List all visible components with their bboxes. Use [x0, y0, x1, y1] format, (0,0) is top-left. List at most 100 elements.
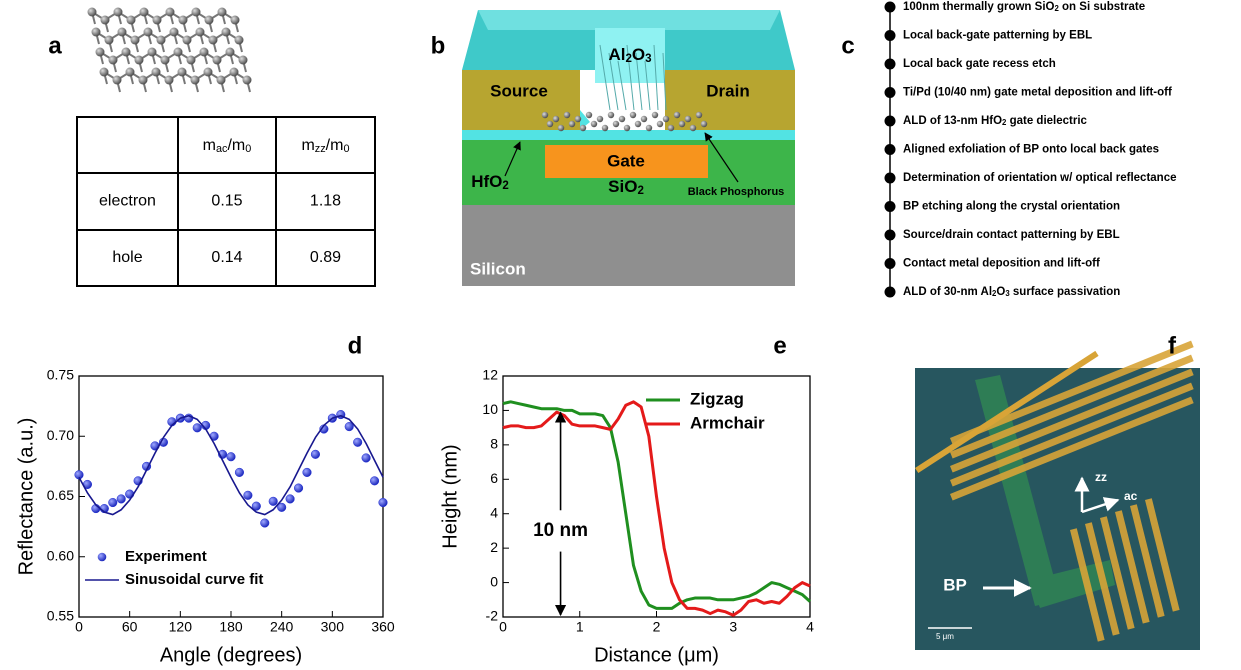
atom	[152, 68, 161, 77]
x-tick-label: 60	[122, 619, 138, 635]
text-part: ac	[216, 143, 228, 155]
data-point	[303, 468, 312, 477]
x-tick-label: 1	[576, 619, 584, 635]
data-point	[269, 497, 278, 506]
x-axis-label: Distance (μm)	[594, 644, 719, 666]
atom	[178, 68, 187, 77]
atom	[569, 121, 575, 127]
table-cell: 0.89	[310, 249, 341, 266]
y-tick-label: 10	[482, 401, 498, 417]
x-tick-label: 0	[75, 619, 83, 635]
atom	[148, 48, 157, 57]
text-part: gate dielectric	[1006, 115, 1087, 127]
x-tick-label: 360	[371, 619, 395, 635]
atom	[179, 16, 188, 25]
data-point	[311, 450, 320, 459]
panel-label: b	[431, 32, 446, 59]
atom	[109, 56, 118, 65]
micrograph-label: BP	[943, 575, 967, 594]
text-part: ALD of 13-nm HfO	[903, 115, 1002, 127]
atom	[635, 121, 641, 127]
atom	[170, 28, 179, 37]
data-line	[503, 402, 810, 615]
atom	[231, 16, 240, 25]
atom	[88, 8, 97, 17]
atom	[586, 112, 592, 118]
x-tick-label: 180	[219, 619, 243, 635]
micrograph	[915, 341, 1200, 650]
atom	[542, 112, 548, 118]
text-part: 2	[502, 180, 508, 192]
legend-label: Sinusoidal curve fit	[125, 571, 263, 588]
atom	[679, 121, 685, 127]
atom	[630, 112, 636, 118]
process-step: ALD of 30-nm Al2O3 surface passivation	[903, 286, 1120, 298]
y-tick-label: 4	[490, 504, 498, 520]
atom	[192, 8, 201, 17]
table-cell: hole	[112, 249, 142, 266]
table-header: mac/m0	[203, 137, 252, 154]
step-dot	[885, 2, 896, 13]
legend-label: Armchair	[690, 413, 765, 432]
data-point	[108, 498, 117, 507]
x-tick-label: 300	[321, 619, 345, 635]
atom	[218, 8, 227, 17]
panel-label: a	[48, 32, 62, 59]
atom	[597, 116, 603, 122]
table-cell: 0.15	[211, 193, 242, 210]
x-tick-label: 2	[653, 619, 661, 635]
atom	[222, 28, 231, 37]
atom	[144, 28, 153, 37]
legend-swatch	[98, 553, 107, 562]
data-point	[235, 468, 244, 477]
atom	[187, 56, 196, 65]
data-point	[370, 477, 379, 486]
y-tick-label: 0.75	[47, 367, 74, 383]
process-step: 100nm thermally grown SiO2 on Si substra…	[903, 1, 1145, 13]
device-label: Source	[490, 81, 548, 100]
atom	[591, 121, 597, 127]
atom	[139, 76, 148, 85]
atom	[553, 116, 559, 122]
atom	[183, 36, 192, 45]
atom	[196, 28, 205, 37]
atom	[547, 121, 553, 127]
atom	[657, 121, 663, 127]
atom	[217, 76, 226, 85]
panel-label: d	[348, 332, 363, 359]
atom	[652, 112, 658, 118]
text-part: SiO	[608, 177, 637, 196]
x-tick-label: 240	[270, 619, 294, 635]
legend-label: Zigzag	[690, 389, 744, 408]
process-step: Local back-gate patterning by EBL	[903, 30, 1092, 42]
x-axis-label: Angle (degrees)	[160, 644, 302, 666]
y-tick-label: 0.60	[47, 547, 74, 563]
atom	[114, 8, 123, 17]
atom	[575, 116, 581, 122]
y-axis-label: Reflectance (a.u.)	[15, 418, 37, 576]
device-label: Drain	[706, 81, 749, 100]
atom	[230, 68, 239, 77]
atom	[105, 36, 114, 45]
atom	[122, 48, 131, 57]
atom	[580, 125, 586, 131]
atom	[92, 28, 101, 37]
atom	[239, 56, 248, 65]
step-dot	[885, 230, 896, 241]
atom	[96, 48, 105, 57]
atom	[243, 76, 252, 85]
step-dot	[885, 201, 896, 212]
atom	[690, 125, 696, 131]
device-label: Black Phosphorus	[688, 186, 785, 198]
step-dot	[885, 258, 896, 269]
atom	[204, 68, 213, 77]
step-dot	[885, 287, 896, 298]
device-label: Gate	[607, 151, 645, 170]
text-part: m	[203, 137, 216, 154]
process-step: ALD of 13-nm HfO2 gate dielectric	[903, 115, 1088, 127]
text-part: 100nm thermally grown SiO	[903, 1, 1055, 13]
atom	[668, 125, 674, 131]
text-part: O	[996, 286, 1005, 298]
panel-label: c	[841, 32, 854, 59]
text-part: 2	[637, 185, 643, 197]
